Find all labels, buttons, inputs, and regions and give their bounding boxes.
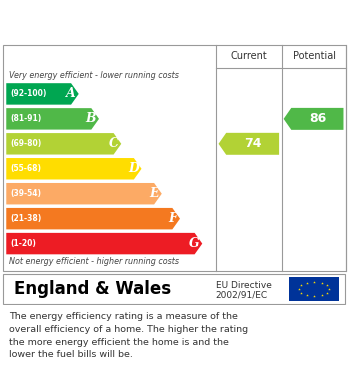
Text: England & Wales: England & Wales [14,280,171,298]
Text: Energy Efficiency Rating: Energy Efficiency Rating [9,21,211,36]
Text: Not energy efficient - higher running costs: Not energy efficient - higher running co… [9,257,179,266]
Polygon shape [284,108,343,130]
Text: F: F [168,212,177,225]
Polygon shape [6,183,162,204]
Text: (81-91): (81-91) [10,114,42,124]
Text: Current: Current [230,51,267,61]
Text: (39-54): (39-54) [10,189,41,198]
Polygon shape [6,133,121,154]
Text: E: E [150,187,159,200]
Text: The energy efficiency rating is a measure of the
overall efficiency of a home. T: The energy efficiency rating is a measur… [9,312,248,359]
Polygon shape [6,83,79,105]
Polygon shape [6,233,202,254]
Text: 74: 74 [244,137,261,150]
Text: Potential: Potential [293,51,335,61]
Text: 2002/91/EC: 2002/91/EC [216,291,268,300]
Text: (55-68): (55-68) [10,164,41,173]
Text: Very energy efficient - lower running costs: Very energy efficient - lower running co… [9,71,179,80]
Polygon shape [6,108,99,129]
Text: D: D [128,162,139,175]
Bar [289,277,339,301]
Text: G: G [189,237,199,250]
Text: C: C [109,137,118,150]
Polygon shape [6,158,142,179]
Text: B: B [86,112,96,126]
Text: A: A [66,88,76,100]
Text: (92-100): (92-100) [10,90,47,99]
Text: (69-80): (69-80) [10,139,42,148]
Polygon shape [219,133,279,155]
Text: EU Directive: EU Directive [216,281,272,290]
Text: 86: 86 [309,112,326,126]
Text: (21-38): (21-38) [10,214,42,223]
Text: (1-20): (1-20) [10,239,36,248]
Polygon shape [6,208,180,230]
